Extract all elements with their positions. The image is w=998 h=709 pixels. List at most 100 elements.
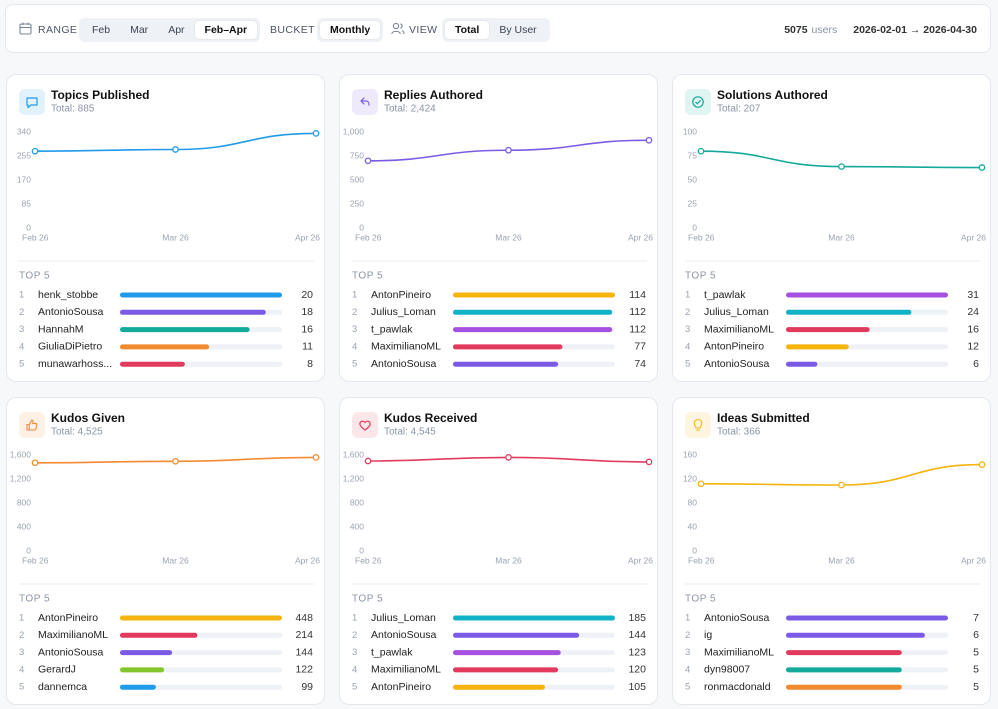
point — [838, 481, 845, 489]
user-name: henk_stobbe — [38, 289, 98, 301]
card-title: Kudos Received — [384, 411, 477, 425]
user-value: 114 — [629, 289, 646, 301]
view-option[interactable]: Total — [445, 21, 490, 39]
user-name: t_pawlak — [371, 323, 413, 335]
card-svg: Kudos Given Total: 4,525 0 400 800 1,200 1,600… — [10, 411, 321, 693]
top-label: TOP 5 — [19, 271, 50, 282]
x-tick-label: Feb 26 — [22, 232, 49, 242]
point — [364, 157, 372, 165]
y-tick-label: 400 — [17, 521, 31, 531]
bar — [786, 632, 925, 638]
metric-card: Kudos Received Total: 4,545 0 400 800 1,200 1,… — [339, 397, 658, 705]
user-value: 74 — [634, 358, 646, 370]
user-value: 144 — [295, 646, 313, 658]
y-tick-label: 1,600 — [343, 449, 365, 459]
view-option[interactable]: By User — [499, 24, 537, 36]
x-tick-label: Mar 26 — [828, 232, 855, 242]
y-tick-label: 75 — [688, 150, 698, 160]
x-tick-label: Feb 26 — [355, 232, 382, 242]
rank: 3 — [19, 647, 24, 658]
x-tick-label: Apr 26 — [295, 555, 320, 565]
user-value: 77 — [634, 341, 646, 353]
user-name: AntonioSousa — [38, 306, 104, 318]
user-value: 8 — [307, 358, 313, 370]
rank: 4 — [19, 341, 24, 352]
user-name: GiuliaDiPietro — [38, 341, 102, 353]
user-name: dannemca — [38, 681, 87, 693]
rank: 1 — [19, 290, 24, 301]
rank: 2 — [19, 307, 24, 318]
x-tick-label: Feb 26 — [355, 555, 382, 565]
user-name: t_pawlak — [704, 289, 746, 301]
point — [312, 454, 320, 461]
rank: 4 — [685, 341, 690, 352]
bar — [786, 615, 948, 621]
user-value: 18 — [301, 306, 313, 318]
top-label: TOP 5 — [685, 271, 716, 282]
y-tick-label: 50 — [688, 174, 698, 184]
rank: 1 — [19, 613, 24, 624]
metric-card: Replies Authored Total: 2,424 0 250 500 750 1,… — [339, 74, 658, 382]
user-name: munawarhoss... — [38, 358, 112, 370]
user-value: 5 — [973, 664, 979, 676]
bucket-selector: Monthly — [317, 18, 384, 42]
icon — [360, 97, 370, 106]
x-tick-label: Apr 26 — [961, 555, 986, 565]
range-option[interactable]: Apr — [168, 24, 185, 36]
y-tick-label: 0 — [359, 545, 364, 555]
range-option[interactable]: Mar — [130, 24, 149, 36]
bar — [120, 344, 210, 350]
user-value: 6 — [973, 629, 979, 641]
user-name: ronmacdonald — [704, 681, 771, 693]
user-value: 24 — [967, 306, 979, 318]
user-name: AntonioSousa — [704, 358, 770, 370]
bar — [120, 361, 185, 367]
y-tick-label: 1,200 — [10, 473, 32, 483]
card-subtitle: Total: 4,545 — [384, 427, 436, 438]
rank: 3 — [352, 324, 357, 335]
bar — [120, 615, 282, 621]
point — [312, 130, 320, 137]
user-value: 31 — [967, 289, 979, 301]
range-selector: Feb Mar Apr Feb–Apr — [79, 18, 261, 42]
user-value: 185 — [628, 612, 646, 624]
card-subtitle: Total: 4,525 — [51, 427, 103, 438]
bucket-option[interactable]: Monthly — [320, 21, 381, 39]
rank: 2 — [352, 630, 357, 641]
point — [172, 457, 179, 465]
card-subtitle: Total: 207 — [717, 104, 761, 115]
icon-bg — [685, 89, 711, 115]
view-selector: Total By User — [442, 18, 550, 42]
card-svg: Ideas Submitted Total: 366 0 40 80 120 160 Feb … — [683, 411, 986, 693]
user-value: 214 — [295, 629, 313, 641]
top-label: TOP 5 — [19, 594, 50, 605]
user-name: MaximilianoML — [704, 323, 774, 335]
rank: 4 — [352, 664, 357, 675]
summary: 5075 users 2026-02-01 → 2026-04-30 — [784, 5, 977, 54]
top-label: TOP 5 — [352, 271, 383, 282]
icon — [693, 418, 703, 431]
x-tick-label: Mar 26 — [495, 232, 522, 242]
rank: 4 — [352, 341, 357, 352]
user-name: MaximilianoML — [704, 646, 774, 658]
bar — [786, 361, 818, 367]
bar — [120, 327, 250, 333]
user-name: AntonPineiro — [704, 341, 764, 353]
bar — [120, 309, 266, 315]
range-option[interactable]: Feb–Apr — [194, 21, 258, 39]
y-tick-label: 500 — [350, 174, 364, 184]
bar — [453, 650, 561, 656]
bar — [453, 361, 559, 367]
point — [31, 147, 39, 155]
user-value: 16 — [967, 323, 979, 335]
rank: 5 — [19, 359, 24, 370]
rank: 1 — [685, 290, 690, 301]
user-name: AntonioSousa — [38, 646, 104, 658]
range-option[interactable]: Feb — [92, 24, 111, 36]
user-value: 122 — [295, 664, 313, 676]
icon — [26, 97, 38, 109]
y-tick-label: 800 — [17, 497, 31, 507]
x-tick-label: Feb 26 — [688, 232, 715, 242]
